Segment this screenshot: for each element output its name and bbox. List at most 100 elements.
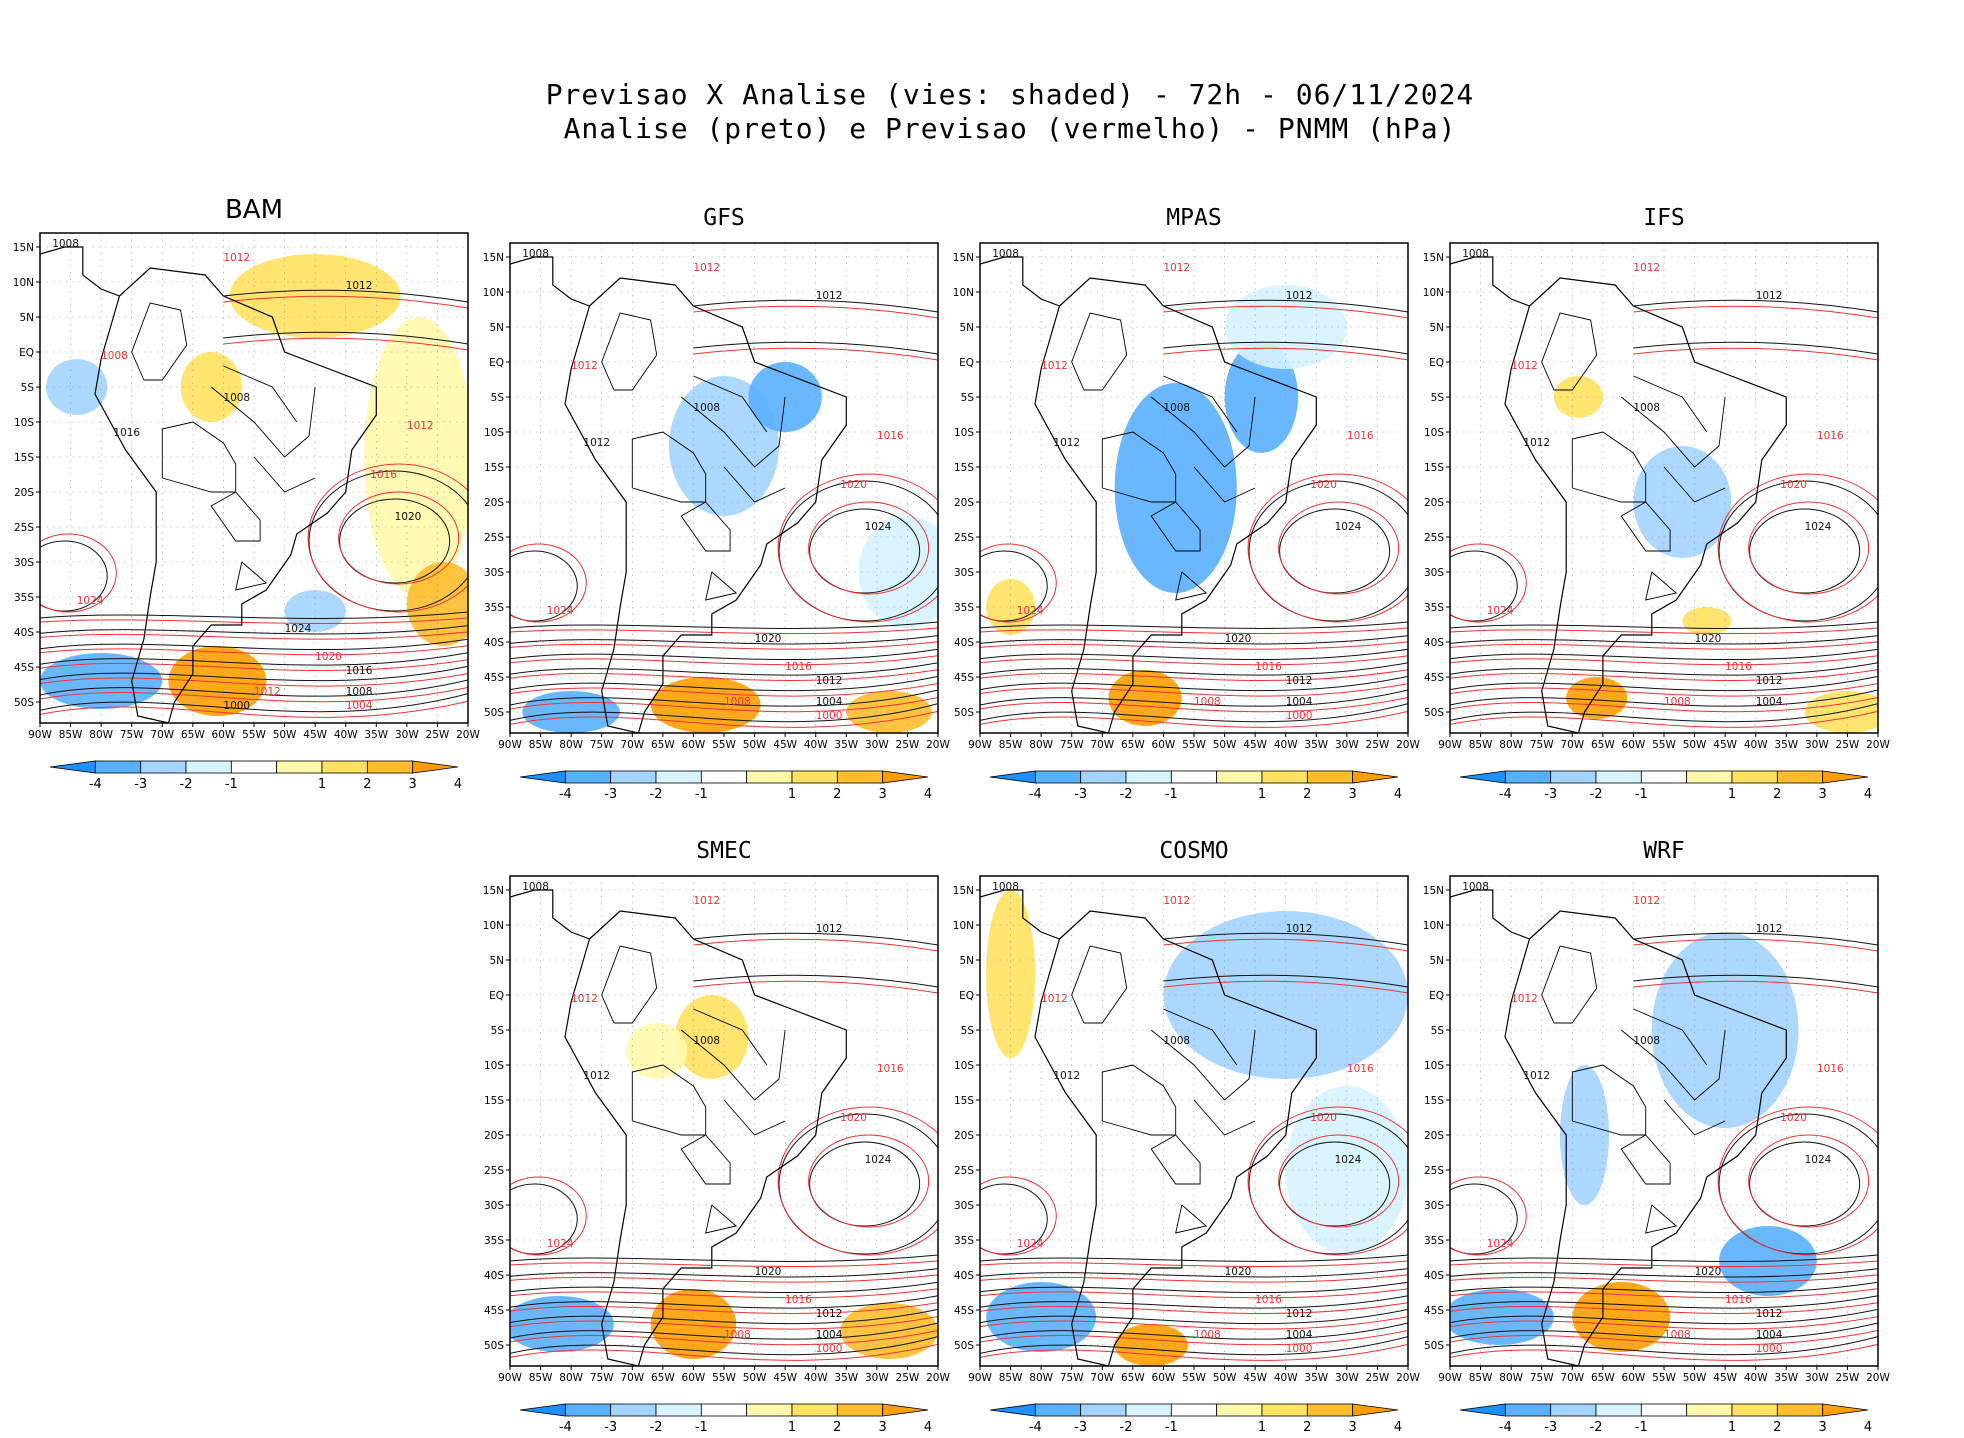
colorbar-swatch	[700, 770, 748, 784]
y-tick-label: 50S	[14, 697, 34, 709]
y-tick-label: 25S	[954, 532, 974, 544]
y-tick-label: 50S	[484, 1340, 504, 1352]
bias-region	[1682, 607, 1732, 635]
x-tick-label: 30W	[1805, 1372, 1829, 1384]
colorbar-swatch	[230, 760, 278, 774]
panel-cosmo: COSMO 1008 1012 1012 1012 1008 1016 1012 1020 102…	[945, 838, 1421, 1435]
x-tick-label: 80W	[559, 739, 583, 751]
isobar-label: 1024	[1487, 1238, 1514, 1250]
isobar-label: 1012	[1041, 993, 1068, 1005]
map-svg: 1008 1012 1012 1012 1008 1016 1012 1020 1024 1024…	[953, 875, 1420, 1435]
x-tick-label: 20W	[926, 739, 950, 751]
x-tick-label: 75W	[1530, 739, 1554, 751]
colorbar-label: -2	[1120, 787, 1133, 802]
isobar-label: 1008	[1163, 402, 1190, 414]
isobar-label: 1012	[571, 993, 598, 1005]
isobar-label: 1020	[1225, 1266, 1252, 1278]
colorbar-swatch	[519, 1403, 566, 1417]
map-svg: 1008 1012 1012 1008 1008 1012 1016 1016 1020 1024…	[13, 232, 480, 792]
colorbar: -4 -3 -2 -1 1 2 3 4	[519, 770, 932, 802]
bias-region	[858, 516, 938, 628]
y-tick-label: 20S	[14, 487, 34, 499]
x-tick-label: 40W	[1274, 1372, 1298, 1384]
bias-region	[1285, 1086, 1408, 1254]
panel-title: BAM	[224, 195, 284, 225]
colorbar-swatch	[610, 770, 657, 784]
isobar-label: 1008	[223, 392, 250, 404]
isobar-label: 1012	[1633, 895, 1660, 907]
isobar-label: 1012	[816, 675, 843, 687]
y-tick-label: 5N	[1429, 322, 1444, 334]
x-tick-label: 20W	[1396, 1372, 1420, 1384]
coastline	[40, 246, 377, 723]
isobar-label: 1012	[1286, 923, 1313, 935]
x-tick-label: 60W	[1622, 1372, 1646, 1384]
y-tick-label: 10S	[14, 417, 34, 429]
y-tick-label: 35S	[1424, 1235, 1444, 1247]
isobar-label: 1012	[1511, 360, 1538, 372]
y-tick-label: 30S	[954, 567, 974, 579]
panel-smec: SMEC 1008 1012 1012 1012 1008 1016 1012 1020 1024…	[475, 838, 951, 1435]
colorbar-label: 4	[924, 787, 932, 802]
y-tick-label: 10S	[1424, 427, 1444, 439]
axis-ticks: 90W 85W 80W 75W 70W 65W 60W 55W 50W 45W 40W 35W 30W 2…	[1423, 252, 1891, 751]
x-tick-label: 20W	[1396, 739, 1420, 751]
x-tick-label: 80W	[89, 729, 113, 741]
colorbar-label: -3	[604, 1420, 617, 1435]
x-tick-label: 85W	[1469, 1372, 1493, 1384]
x-tick-label: 55W	[1182, 739, 1206, 751]
map-svg: 1008 1012 1012 1012 1008 1016 1012 1020 1024 1024…	[483, 875, 950, 1435]
colorbar-swatch	[1640, 770, 1688, 784]
colorbar-swatch	[746, 770, 793, 784]
x-tick-label: 75W	[1060, 1372, 1084, 1384]
colorbar-swatch	[989, 1403, 1036, 1417]
colorbar-label: 4	[1864, 787, 1872, 802]
y-tick-label: 15N	[953, 252, 974, 264]
x-tick-label: 60W	[682, 739, 706, 751]
isobar-label: 1016	[1255, 661, 1282, 673]
isobar-label: 1008	[724, 1329, 751, 1341]
isobar-label: 1012	[254, 686, 281, 698]
colorbar-swatch	[1550, 1403, 1597, 1417]
x-tick-label: 45W	[1243, 1372, 1267, 1384]
panel-title: SMEC	[696, 838, 752, 864]
y-tick-label: 5N	[959, 955, 974, 967]
isobar-label: 1012	[407, 420, 434, 432]
colorbar-label: -3	[134, 777, 147, 792]
x-tick-label: 50W	[1213, 1372, 1237, 1384]
isobar-label: 1008	[1664, 696, 1691, 708]
colorbar-label: 3	[409, 777, 417, 792]
isobar-contours	[980, 299, 1408, 728]
isobar-label: 1012	[1041, 360, 1068, 372]
y-tick-label: 40S	[14, 627, 34, 639]
y-tick-label: 15N	[13, 242, 34, 254]
colorbar-label: -1	[695, 1420, 708, 1435]
y-tick-label: 15S	[1424, 1095, 1444, 1107]
colorbar-swatch	[1822, 1403, 1869, 1417]
isobar-label: 1008	[693, 1035, 720, 1047]
bias-region	[1114, 1324, 1188, 1366]
y-tick-label: 45S	[954, 1305, 974, 1317]
x-tick-label: 40W	[334, 729, 358, 741]
colorbar-label: -3	[1074, 1420, 1087, 1435]
isobar-label: 1012	[1756, 675, 1783, 687]
y-tick-label: EQ	[489, 357, 504, 369]
y-tick-label: 10N	[953, 287, 974, 299]
isobar-contours	[510, 932, 938, 1361]
y-tick-label: EQ	[959, 357, 974, 369]
colorbar: -4 -3 -2 -1 1 2 3 4	[519, 1403, 932, 1435]
y-tick-label: 40S	[1424, 637, 1444, 649]
y-tick-label: EQ	[19, 347, 34, 359]
bias-region	[846, 691, 932, 733]
x-tick-label: 55W	[1652, 1372, 1676, 1384]
x-tick-label: 55W	[712, 1372, 736, 1384]
axis-ticks: 90W 85W 80W 75W 70W 65W 60W 55W 50W 45W 40W 35W 30W 2…	[953, 252, 1421, 751]
y-tick-label: 5S	[961, 1025, 975, 1037]
x-tick-label: 25W	[896, 739, 920, 751]
colorbar-label: 2	[833, 787, 841, 802]
y-tick-label: 30S	[1424, 567, 1444, 579]
colorbar: -4 -3 -2 -1 1 2 3 4	[989, 1403, 1402, 1435]
isobar-labels: 1008 1012 1012 1008 1008 1012 1016 1016 1020 1024…	[52, 238, 433, 712]
axis-ticks: 90W 85W 80W 75W 70W 65W 60W 55W 50W 45W 40W 35W 30W 2…	[1423, 885, 1891, 1384]
y-tick-label: 35S	[954, 1235, 974, 1247]
